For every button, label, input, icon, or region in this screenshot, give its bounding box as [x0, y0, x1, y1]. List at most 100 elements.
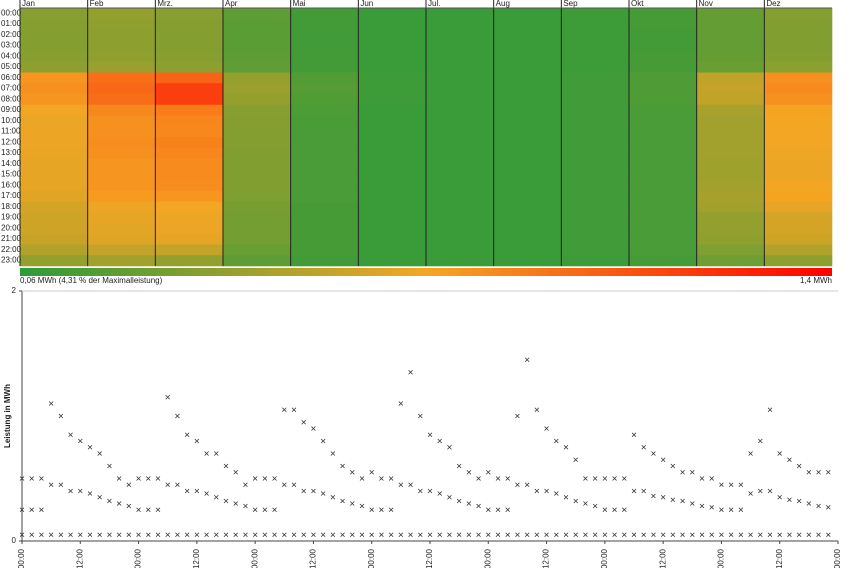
point [719, 532, 724, 538]
x-tick-label: 00:00 [717, 548, 726, 568]
heat-cell [223, 169, 291, 181]
heat-cell [20, 104, 88, 116]
point [107, 498, 112, 504]
heat-cell [155, 83, 224, 95]
heat-cell [764, 83, 833, 95]
point [466, 532, 472, 538]
month-label: Jun [360, 0, 373, 8]
point [505, 476, 510, 481]
point [155, 532, 161, 538]
heat-cell [764, 223, 833, 235]
point [116, 532, 122, 538]
point [641, 488, 646, 494]
heat-cell [290, 212, 359, 224]
row-label-bg [0, 30, 19, 40]
x-tick-label: 00:00 [134, 548, 143, 568]
heat-cell [696, 169, 765, 181]
hour-label: 10:00 [1, 116, 22, 125]
row-label-bg [0, 245, 19, 255]
heat-cell [561, 29, 630, 41]
heat-cell [290, 94, 359, 106]
point [534, 407, 540, 413]
heat-cell [20, 72, 88, 84]
point [233, 532, 238, 538]
heat-cell [290, 51, 359, 63]
point [466, 469, 472, 475]
heat-cell [223, 158, 291, 170]
heat-cell [696, 137, 765, 149]
point [641, 444, 646, 450]
point [486, 469, 491, 475]
heat-cell [629, 18, 697, 30]
point [214, 494, 219, 500]
point [534, 488, 540, 494]
point [728, 532, 734, 538]
point [262, 476, 268, 481]
point [107, 463, 112, 469]
heat-cell [87, 115, 156, 127]
point [680, 469, 685, 475]
point [826, 532, 831, 538]
heat-cell [426, 83, 494, 95]
heat-cell [764, 169, 833, 181]
heat-cell [358, 223, 427, 235]
heat-cell [493, 104, 562, 116]
heat-cell [290, 61, 359, 73]
heat-cell [629, 169, 697, 181]
point [243, 532, 248, 538]
point [350, 501, 355, 506]
point [670, 497, 676, 503]
heat-cell [290, 201, 359, 213]
x-tick-label: 12:00 [75, 548, 84, 568]
heat-cell [290, 223, 359, 235]
heat-cell [629, 40, 697, 52]
heat-cell [155, 233, 224, 245]
heat-cell [493, 29, 562, 41]
point [505, 532, 510, 538]
heat-cell [358, 180, 427, 192]
heat-cell [87, 8, 156, 20]
heat-cell [629, 180, 697, 192]
heat-cell [290, 169, 359, 181]
heat-cell [87, 126, 156, 138]
point [515, 532, 520, 538]
row-label-bg [0, 159, 19, 169]
heat-cell [426, 233, 494, 245]
point [758, 532, 763, 538]
heat-cell [155, 18, 224, 30]
row-label-bg [0, 84, 19, 93]
point [320, 438, 326, 444]
point [184, 432, 190, 438]
heat-cell [426, 212, 494, 224]
row-label-bg [0, 73, 19, 83]
point [524, 357, 530, 363]
point [350, 469, 355, 475]
heat-cell [155, 137, 224, 149]
heat-cell [358, 115, 427, 127]
heat-cell [155, 61, 224, 73]
point [796, 532, 802, 538]
heat-cell [764, 137, 833, 149]
heat-cell [20, 8, 88, 20]
point [622, 532, 627, 538]
heat-cell [155, 255, 224, 267]
point [369, 469, 374, 475]
heat-cell [426, 137, 494, 149]
point [194, 438, 200, 444]
point [330, 451, 336, 456]
heat-cell [155, 180, 224, 192]
point [418, 532, 423, 538]
point [699, 476, 705, 481]
hour-label: 01:00 [1, 19, 22, 28]
heat-cell [290, 244, 359, 256]
y-axis-title: Leistung in MWh [3, 384, 12, 448]
heat-cell [20, 169, 88, 181]
hour-label: 11:00 [1, 127, 21, 136]
heat-cell [426, 255, 494, 267]
heat-cell [629, 212, 697, 224]
heat-cell [87, 29, 156, 41]
heat-cell [696, 223, 765, 235]
heat-cell [290, 29, 359, 41]
point [175, 413, 180, 419]
heat-cell [223, 18, 291, 30]
